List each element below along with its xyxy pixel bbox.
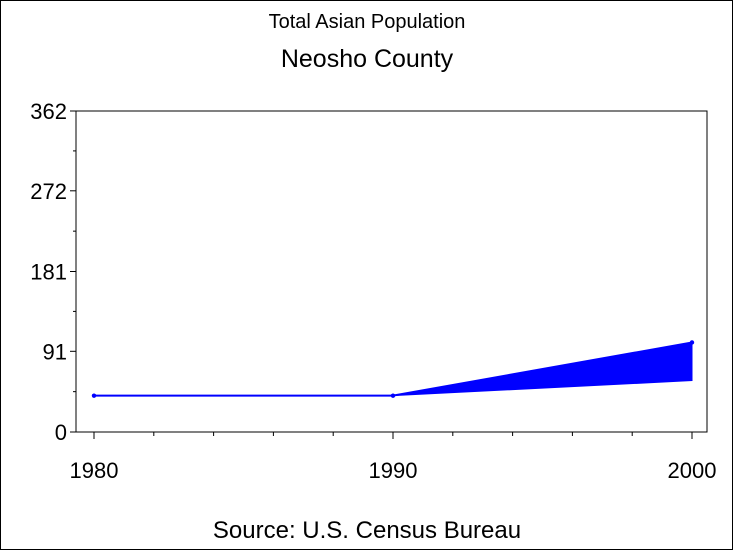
- x-tick-label: 1990: [369, 458, 418, 483]
- data-point: [91, 393, 97, 398]
- x-axis: 1980 1990 2000: [70, 432, 717, 483]
- y-tick-label: 181: [30, 260, 67, 285]
- data-point: [689, 340, 695, 345]
- source-note: Source: U.S. Census Bureau: [213, 517, 521, 544]
- x-tick-label: 2000: [668, 458, 717, 483]
- chart-title: Total Asian Population: [269, 11, 466, 33]
- x-tick-label: 1980: [70, 458, 119, 483]
- y-tick-label: 362: [30, 99, 67, 124]
- data-point: [390, 393, 396, 398]
- y-axis: 0 91 181 272 362: [30, 99, 76, 445]
- chart-subtitle: Neosho County: [281, 45, 454, 73]
- y-tick-label: 0: [55, 420, 67, 445]
- series-marks: [91, 340, 695, 398]
- y-tick-label: 272: [30, 179, 67, 204]
- y-tick-label: 91: [43, 339, 67, 364]
